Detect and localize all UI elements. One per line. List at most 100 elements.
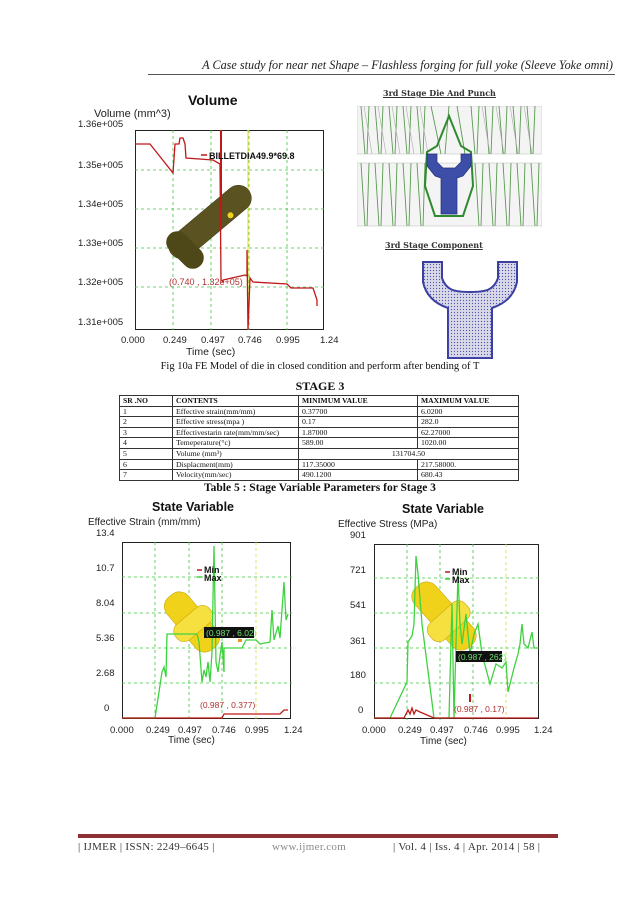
strain-y-tick: 0: [104, 703, 110, 714]
stress-x-axis-label: Time (sec): [420, 736, 467, 747]
volume-y-tick: 1.31e+005: [78, 317, 124, 328]
volume-y-tick: 1.35e+005: [78, 160, 124, 171]
stress-x-tick: 0.249: [398, 725, 422, 736]
strain-plot-area: Min Max (0.987 , 6.02) (0.987 , 0.377): [122, 542, 292, 720]
cell-contents: Velocity(mm/sec): [172, 469, 299, 481]
col-header-contents: CONTENTS: [172, 395, 299, 407]
cell-max: 62.27000: [417, 426, 519, 439]
strain-x-tick: 0.000: [110, 725, 134, 736]
stress-plot-title: State Variable: [402, 502, 484, 516]
volume-x-tick: 0.249: [163, 335, 187, 346]
cell-volume-value: 131704.50: [298, 447, 519, 460]
strain-plot-title: State Variable: [152, 500, 234, 514]
strain-x-tick: 0.746: [212, 725, 236, 736]
volume-plot-title: Volume: [188, 92, 238, 108]
table-row: 4 Temeperature(°c) 589.00 1020.00: [119, 437, 519, 449]
table-row: 7 Velocity(mm/sec) 490.1200 680.43: [119, 469, 519, 481]
die-punch-model: [357, 106, 542, 227]
footer-website[interactable]: www.ijmer.com: [272, 841, 347, 853]
table-row: 3 Effectivestarin rate(mm/mm/sec) 1.8700…: [119, 426, 519, 439]
stress-y-tick: 361: [350, 636, 366, 647]
stress-y-tick: 901: [350, 530, 366, 541]
stress-y-axis-label: Effective Stress (MPa): [338, 519, 438, 530]
cell-max: 1020.00: [417, 437, 519, 449]
strain-y-tick: 5.36: [96, 633, 115, 644]
stress-y-tick: 721: [350, 565, 366, 576]
cell-contents: Volume (mm³): [172, 447, 299, 460]
cell-max: 6.0200: [417, 405, 519, 418]
strain-y-tick: 8.04: [96, 598, 115, 609]
die-punch-title: 3rd Stage Die And Punch: [383, 88, 496, 98]
strain-y-tick: 2.68: [96, 668, 115, 679]
stress-x-tick: 0.746: [464, 725, 488, 736]
billet-model: [166, 184, 252, 269]
stress-y-tick: 541: [350, 600, 366, 611]
stress-min-annotation: (0.987 , 0.17): [454, 704, 505, 714]
volume-x-tick: 0.746: [238, 335, 262, 346]
col-header-max: MAXIMUM VALUE: [417, 395, 519, 407]
strain-x-tick: 0.497: [178, 725, 202, 736]
cell-min: 490.1200: [298, 469, 418, 481]
cell-min: 0.37700: [298, 405, 418, 418]
volume-plot: Volume Volume (mm^3) 1.36e+005 1.35e+005…: [78, 88, 340, 363]
stage-3-table: SR .NO CONTENTS MINIMUM VALUE MAXIMUM VA…: [119, 395, 519, 481]
stress-x-tick: 1.24: [534, 725, 553, 736]
component-title: 3rd Stage Component: [385, 240, 483, 250]
cell-sr: 3: [119, 426, 173, 439]
strain-legend-min: Min: [204, 565, 220, 575]
cell-sr: 5: [119, 447, 173, 460]
table-title: STAGE 3: [295, 379, 345, 393]
volume-x-axis-label: Time (sec): [186, 346, 236, 358]
cell-sr: 2: [119, 416, 173, 428]
cell-contents: Effective strain(mm/mm): [172, 405, 299, 418]
cell-sr: 7: [119, 469, 173, 481]
stress-y-tick: 0: [358, 705, 364, 716]
strain-x-tick: 0.249: [146, 725, 170, 736]
cell-contents: Temeperature(°c): [172, 437, 299, 449]
volume-x-tick: 0.497: [201, 335, 225, 346]
col-header-sr: SR .NO: [119, 395, 173, 407]
stress-max-annotation: (0.987 , 262): [458, 652, 506, 662]
table-caption: Table 5 : Stage Variable Parameters for …: [204, 482, 436, 494]
cell-contents: Displacment(mm): [172, 458, 299, 471]
strain-x-axis-label: Time (sec): [168, 735, 215, 746]
cell-max: 282.0: [417, 416, 519, 428]
cell-contents: Effective stress(mpa ): [172, 416, 299, 428]
stress-legend-max: Max: [452, 575, 470, 585]
table-row: 2 Effective stress(mpa ) 0.17 282.0: [119, 416, 519, 428]
stress-x-tick: 0.000: [362, 725, 386, 736]
cell-max: 217.58000.: [417, 458, 519, 471]
strain-x-tick: 0.995: [245, 725, 269, 736]
strain-x-tick: 1.24: [284, 725, 303, 736]
strain-y-tick: 13.4: [96, 528, 115, 539]
cell-min: 1.87000: [298, 426, 418, 439]
strain-max-annotation: (0.987 , 6.02): [206, 628, 257, 638]
table-row: 6 Displacment(mm) 117.35000 217.58000.: [119, 458, 519, 471]
cell-min: 0.17: [298, 416, 418, 428]
cell-min: 589.00: [298, 437, 418, 449]
header-rule: [148, 74, 615, 75]
volume-y-tick: 1.32e+005: [78, 277, 124, 288]
running-header: A Case study for near net Shape – Flashl…: [202, 58, 613, 72]
stress-x-tick: 0.497: [430, 725, 454, 736]
cell-contents: Effectivestarin rate(mm/mm/sec): [172, 426, 299, 439]
volume-x-tick: 0.995: [276, 335, 300, 346]
table-row: 5 Volume (mm³) 131704.50: [119, 447, 519, 460]
footer-volume-page: | Vol. 4 | Iss. 4 | Apr. 2014 | 58 |: [393, 841, 541, 853]
stress-y-tick: 180: [350, 670, 366, 681]
volume-y-tick: 1.34e+005: [78, 199, 124, 210]
stress-x-tick: 0.995: [496, 725, 520, 736]
volume-y-axis-label: Volume (mm^3): [94, 108, 171, 120]
volume-x-tick: 0.000: [121, 335, 145, 346]
cell-sr: 1: [119, 405, 173, 418]
cell-sr: 6: [119, 458, 173, 471]
volume-y-tick: 1.36e+005: [78, 119, 124, 130]
col-header-min: MINIMUM VALUE: [298, 395, 418, 407]
volume-plot-area: BILLETDIA49.9*69.8 (0.740 , 1.32e+05): [135, 130, 325, 330]
cell-min: 117.35000: [298, 458, 418, 471]
figure-caption: Fig 10a FE Model of die in closed condit…: [160, 361, 480, 372]
cell-sr: 4: [119, 437, 173, 449]
stress-plot: State Variable Effective Stress (MPa) 90…: [330, 500, 560, 747]
footer-bar: [78, 834, 558, 838]
component-model: [422, 261, 518, 359]
